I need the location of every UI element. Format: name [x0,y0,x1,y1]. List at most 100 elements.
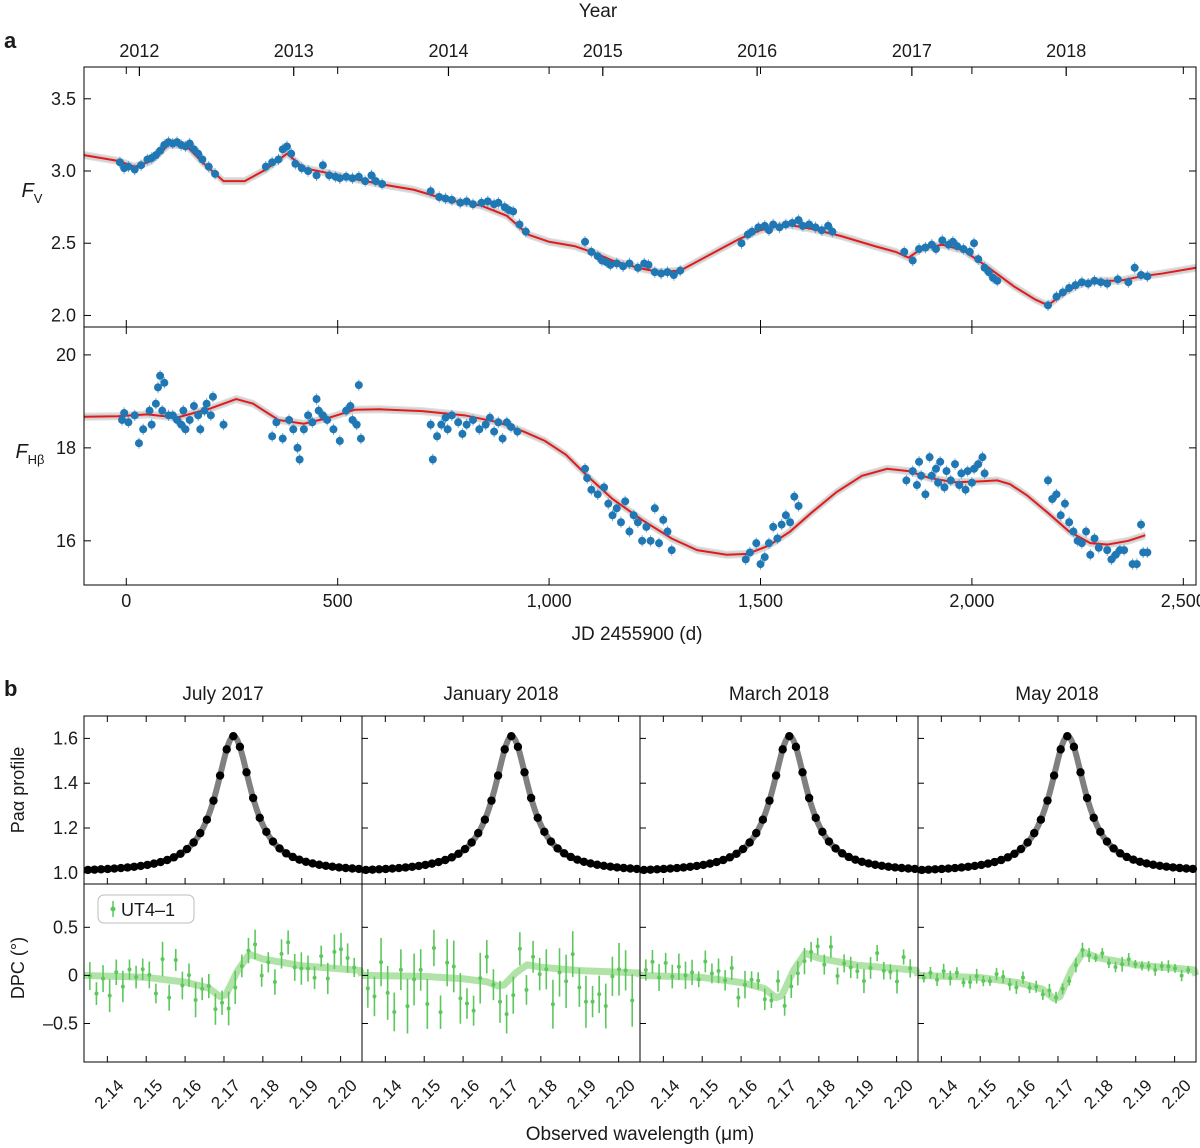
fhb-data-point [946,476,955,485]
fhb-data-point [1052,490,1061,499]
profile-data-point [977,860,986,870]
dpc-data-point [968,980,973,985]
fhb-data-point [151,399,160,408]
dpc-data-point [610,974,615,979]
wavelength-tick-label: 2.15 [964,1076,1001,1113]
profile-data-point [202,815,212,824]
dpc-data-point [550,1002,555,1007]
fhb-data-point [272,418,281,427]
wavelength-tick-label: 2.20 [324,1076,361,1113]
profile-data-point [612,863,622,872]
fhb-data-point [616,518,625,527]
dpc-data-point [868,965,873,970]
dpc-data-point [1179,973,1184,978]
fv-data-point [156,146,165,155]
profile-model-curve [360,733,642,874]
profile-data-point [414,861,423,871]
fhb-data-point [428,455,437,464]
fv-data-point [426,187,435,196]
fv-data-point [274,155,283,164]
profile-data-point [626,864,635,873]
x-tick-label: 1,500 [738,591,783,611]
fhb-data-point [437,420,446,429]
fhb-data-point [293,443,302,452]
fhb-data-point [200,406,209,415]
dpc-data-point [583,999,588,1004]
fhb-data-point [642,522,651,531]
fhb-data-point [1094,543,1103,552]
fhb-data-point [978,453,987,462]
wavelength-tick-label: 2.14 [91,1076,128,1113]
dpc-data-point [961,980,966,985]
fhb-data-point [181,425,190,434]
wavelength-tick-label: 2.17 [485,1076,522,1113]
fhb-data-point [354,381,363,390]
fhb-data-point [441,413,450,422]
fv-frame [83,66,1197,328]
fv-data-point [915,245,924,253]
profile-data-point [1096,827,1105,836]
profile-frame [83,715,363,885]
fhb-data-point [352,420,361,429]
fv-data-point [261,162,270,171]
profile-data-point [811,813,820,822]
dpc-data-point [511,993,516,998]
dpc-data-point [120,984,125,989]
fhb-data-point [308,418,317,427]
profile-data-point [467,838,476,847]
fhb-data-point [925,453,934,462]
dpc-data-point [597,992,602,997]
dpc-data-point [385,990,390,995]
fhb-data-point [940,483,949,492]
fhb-data-point [289,425,298,434]
dpc-data-point [948,976,953,981]
profile-data-point [559,849,569,858]
profile-data-point [672,863,682,873]
fv-data-point [515,220,524,229]
fhb-data-point [278,434,287,443]
profile-data-point [169,853,179,862]
dpc-data-point [445,960,450,965]
fv-data-point [325,171,334,180]
fv-data-point [1124,278,1133,287]
dpc-data-point [292,965,297,970]
profile-data-point [990,857,999,867]
fv-data-point [619,262,628,271]
wavelength-tick-label: 2.17 [207,1076,244,1113]
profile-data-point [652,865,662,874]
dpc-data-point [464,1001,469,1006]
x-axis-title-b: Observed wavelength (μm) [526,1124,754,1145]
fv-data-point [1096,278,1105,287]
fhb-data-point [1143,548,1152,557]
fv-data-point [468,200,477,209]
profile-data-point [222,745,231,754]
fhb-data-point [917,471,926,480]
profile-data-point [970,861,979,871]
fhb-data-point [219,420,228,429]
fhb-data-point [513,427,522,436]
profile-data-point [427,859,437,868]
profile-data-point [1149,860,1158,869]
fhb-data-point [741,555,750,564]
dpc-data-point [749,977,754,982]
dpc-data-point [418,967,423,972]
dpc-data-point [1173,966,1178,971]
profile-data-point [798,768,807,777]
profile-data-point [804,793,814,803]
dpc-data-point [1007,982,1012,987]
fhb-fit-curve [83,398,1146,556]
fv-data-point [335,174,344,183]
fv-data-point [1130,263,1139,272]
wavelength-tick-label: 2.16 [1002,1076,1039,1113]
profile-data-point [288,852,297,862]
fhb-data-point [612,504,621,513]
fhb-data-point [1082,527,1091,536]
profile-y-tick-label: 1.0 [53,863,78,883]
profile-data-point [90,865,99,874]
dpc-data-point [107,993,112,998]
dpc-data-point [848,965,853,970]
dpc-data-point [676,964,681,969]
dpc-frame [917,883,1197,1063]
fhb-data-point [194,411,203,420]
